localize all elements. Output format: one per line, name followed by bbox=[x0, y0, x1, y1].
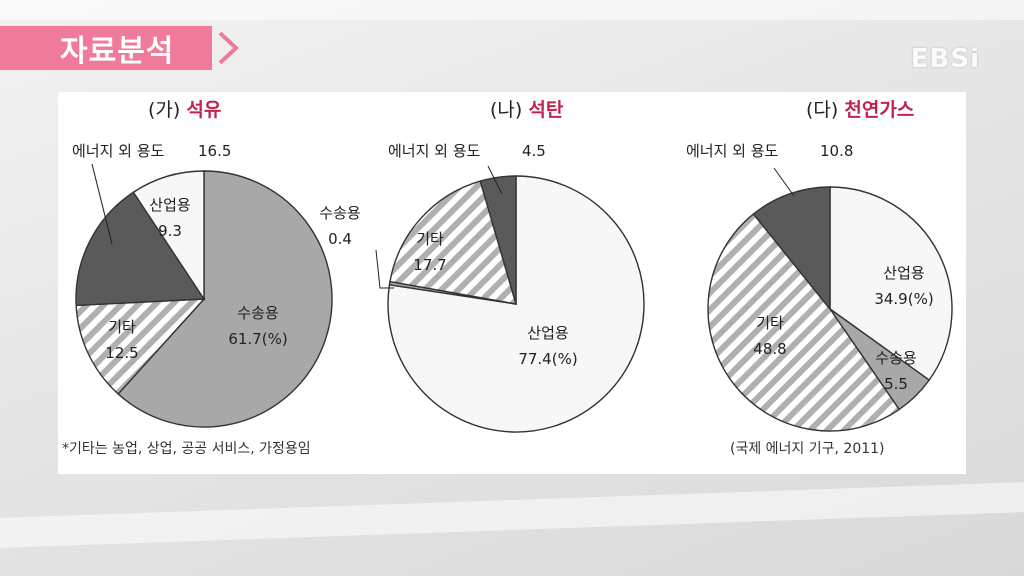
chart-heading: (나) 석탄 bbox=[490, 99, 564, 121]
slice-label: 기타 bbox=[756, 314, 784, 332]
leader-line bbox=[487, 165, 503, 195]
slice-value: 5.5 bbox=[884, 375, 908, 393]
chart-heading: (가) 석유 bbox=[148, 99, 221, 121]
leader-line bbox=[375, 249, 394, 289]
pie-slice bbox=[389, 180, 517, 305]
pie-slice bbox=[479, 175, 517, 305]
pie-slice bbox=[387, 175, 645, 433]
source-note: (국제 에너지 기구, 2011) bbox=[730, 441, 885, 457]
pie-slice bbox=[75, 191, 206, 307]
slice-value: 61.7(%) bbox=[228, 330, 287, 348]
slice-label: 수송용 bbox=[319, 204, 360, 222]
background-stripe bbox=[0, 482, 1024, 548]
chart-heading: (다) 천연가스 bbox=[806, 99, 914, 121]
slice-value: 48.8 bbox=[753, 340, 786, 358]
pie-slice bbox=[707, 213, 901, 432]
section-tag: 자료분석 bbox=[0, 26, 212, 70]
slice-label: 수송용 bbox=[237, 304, 278, 322]
slice-label: 에너지 외 용도 bbox=[388, 142, 481, 160]
slice-value: 10.8 bbox=[820, 142, 853, 160]
ebs-logo: EBSi bbox=[910, 44, 980, 74]
leader-line bbox=[773, 167, 795, 197]
slice-value: 17.7 bbox=[413, 256, 446, 274]
slice-value: 4.5 bbox=[522, 142, 546, 160]
slice-label: 기타 bbox=[108, 318, 136, 336]
slice-label: 산업용 bbox=[149, 196, 190, 214]
pie-slice bbox=[75, 298, 206, 395]
slice-value: 77.4(%) bbox=[518, 350, 577, 368]
slice-value: 0.4 bbox=[328, 230, 352, 248]
slice-value: 16.5 bbox=[198, 142, 231, 160]
slice-label: 산업용 bbox=[527, 324, 568, 342]
slice-label: 에너지 외 용도 bbox=[686, 142, 779, 160]
slice-label: 기타 bbox=[416, 230, 444, 248]
pie-slice bbox=[117, 170, 333, 428]
slice-label: 에너지 외 용도 bbox=[72, 142, 165, 160]
chevron-right-icon bbox=[218, 31, 239, 65]
slice-label: 산업용 bbox=[883, 264, 924, 282]
footnote: *기타는 농업, 상업, 공공 서비스, 가정용임 bbox=[62, 441, 311, 457]
leader-line bbox=[91, 163, 113, 245]
pie-slice bbox=[752, 186, 831, 311]
slice-value: 34.9(%) bbox=[874, 290, 933, 308]
pie-slice bbox=[132, 170, 205, 302]
background-stripe bbox=[0, 0, 1024, 20]
pie-slice bbox=[829, 186, 953, 382]
slice-value: 9.3 bbox=[158, 222, 182, 240]
slice-value: 12.5 bbox=[105, 344, 138, 362]
slice-label: 수송용 bbox=[875, 349, 916, 367]
